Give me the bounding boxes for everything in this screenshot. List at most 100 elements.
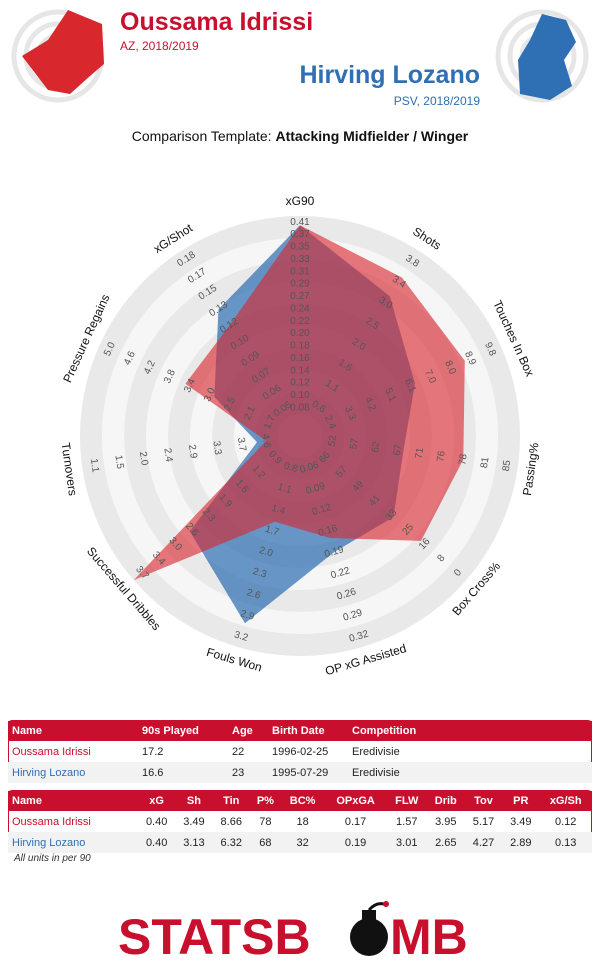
table-cell: 0.17: [344, 815, 367, 828]
col-header-0: Name: [12, 795, 42, 807]
tick-label: 1.7: [262, 413, 278, 431]
table-cell: 17.2: [142, 745, 164, 758]
bomb-icon: [350, 901, 389, 956]
table-cell: 0.19: [344, 836, 367, 849]
table-cell: 18: [296, 815, 309, 828]
tick-label: 0.22: [290, 316, 310, 327]
tick-label: 0.33: [290, 254, 310, 265]
col-header-11: xG/Sh: [549, 795, 582, 807]
tick-label: 1.5: [112, 454, 125, 470]
logo-text-right: MB: [390, 909, 468, 960]
tick-label: 0.24: [290, 303, 310, 314]
comparison-template: Comparison Template: Attacking Midfielde…: [0, 128, 600, 144]
tick-label: 0.18: [290, 341, 310, 352]
template-value: Attacking Midfielder / Winger: [275, 128, 469, 144]
table-row: Oussama Idrissi 17.2 22 1996-02-25 Eredivisi…: [8, 741, 592, 762]
axis-ticks-3: 52 57 62 67 71 76 78 81 85: [327, 434, 514, 472]
tick-label: 3.7: [235, 437, 248, 453]
table-cell: 78: [259, 815, 272, 828]
tick-label: 0.06: [298, 460, 320, 476]
tick-label: 4.2: [362, 395, 378, 413]
table-header-row: Name xG Sh Tin P% BC% OPxGA FLW Drib Tov PR xG/Sh: [8, 791, 592, 811]
axis-label: Turnovers: [58, 442, 79, 497]
tick-label: 78: [457, 453, 470, 466]
col-header-1: 90s Played: [142, 725, 199, 737]
tick-label: 62: [370, 440, 383, 453]
table-cell: 32: [296, 836, 309, 849]
axis-ticks-9: 1.72.12.53.03.43.84.24.65.0: [102, 340, 278, 431]
tick-label: 57: [348, 437, 361, 450]
player-name-cell: Oussama Idrissi: [12, 745, 91, 758]
player-info-table: Name 90s Played Age Birth Date Competition O…: [8, 721, 592, 783]
table-row: Hirving Lozano 16.6 23 1995-07-29 Eredivisie: [8, 762, 592, 783]
table-row: Hirving Lozano 0.40 3.13 6.32 68 32 0.19 3.01 2.…: [8, 832, 592, 853]
table-cell: 2.65: [435, 836, 457, 849]
tick-label: 0.27: [290, 291, 310, 302]
col-header-8: Drib: [434, 795, 457, 807]
tick-label: 7.0: [422, 368, 438, 386]
axis-ticks-8: 4.6 3.7 3.3 2.9 2.4 2.0 1.5 1.1: [88, 433, 272, 473]
tick-label: 2.0: [258, 545, 275, 560]
table-cell: 68: [259, 836, 272, 849]
tick-label: 2.5: [222, 395, 238, 413]
tick-label: 0.20: [290, 328, 310, 339]
tick-label: 2.1: [242, 404, 258, 422]
axis-ticks-5: 0.06 0.09 0.12 0.16 0.19 0.22 0.26 0.29 0.32: [298, 460, 370, 645]
table-cell: 3.13: [183, 836, 205, 849]
table-cell: 0.40: [145, 815, 168, 828]
col-header-3: Birth Date: [272, 725, 325, 737]
tick-label: 3.4: [182, 377, 198, 395]
tick-label: 0.37: [290, 229, 310, 240]
table-cell: 0.13: [555, 836, 577, 849]
tick-label: 2.3: [251, 566, 268, 581]
col-header-4: Competition: [352, 725, 417, 737]
table-cell: 2.89: [510, 836, 532, 849]
logo-text-left: STATSB: [118, 909, 311, 960]
col-header-2: Age: [232, 725, 253, 737]
tick-label: 3.0: [202, 386, 218, 404]
tick-label: 1.1: [88, 458, 101, 474]
player2-team-season: PSV, 2018/2019: [393, 94, 480, 108]
lozano-radar-thumbnail: [495, 9, 589, 103]
table-cell: 4.27: [472, 836, 495, 849]
tick-label: 52: [327, 434, 340, 447]
tick-label: 6.1: [402, 377, 418, 395]
tick-label: 67: [392, 443, 405, 456]
col-header-0: Name: [12, 725, 42, 737]
table-row: Oussama Idrissi 0.40 3.49 8.66 78 18 0.17 1.57 3…: [8, 811, 592, 832]
table-cell: 3.01: [396, 836, 418, 849]
tick-label: 5.1: [382, 386, 398, 404]
tick-label: 0.12: [311, 502, 333, 518]
tick-label: 3.8: [162, 368, 178, 386]
col-header-10: PR: [513, 795, 529, 807]
table-cell: 3.49: [183, 815, 205, 828]
table-cell: 6.32: [220, 836, 242, 849]
tick-label: 2.9: [186, 444, 199, 460]
col-header-3: Tin: [223, 795, 240, 807]
tick-label: 9.8: [482, 341, 498, 359]
stats-table-border: [8, 790, 592, 853]
table-cell: 8.66: [220, 815, 242, 828]
tick-label: 0.29: [342, 607, 364, 623]
table-header-row: Name 90s Played Age Birth Date Competition: [8, 721, 592, 741]
col-header-1: xG: [149, 795, 164, 807]
table-cell: 16.6: [142, 766, 164, 779]
tick-label: 0.10: [290, 390, 310, 401]
tick-label: 0.35: [290, 242, 310, 253]
tick-label: 0.16: [290, 353, 310, 364]
player-stats-table: Name xG Sh Tin P% BC% OPxGA FLW Drib Tov PR xG/Sh O…: [8, 791, 592, 853]
axis-ticks-1: 0.61.11.62.02.53.03.43.8: [310, 253, 422, 416]
tick-label: 76: [435, 450, 448, 463]
info-table-border: [8, 720, 592, 783]
tick-label: 8.9: [462, 350, 478, 368]
table-cell: 0.12: [555, 815, 577, 828]
table-cell: 3.95: [435, 815, 457, 828]
col-header-9: Tov: [474, 795, 493, 807]
col-header-2: Sh: [186, 795, 201, 807]
player-name-cell: Oussama Idrissi: [12, 815, 91, 828]
statsbomb-logo: STATSB MB: [118, 901, 468, 960]
table-cell: 1.57: [396, 815, 418, 828]
tick-label: 71: [414, 447, 427, 460]
axis-ticks-2: 2.43.34.25.16.17.08.08.99.8: [322, 341, 498, 432]
tick-label: 0.12: [290, 378, 310, 389]
